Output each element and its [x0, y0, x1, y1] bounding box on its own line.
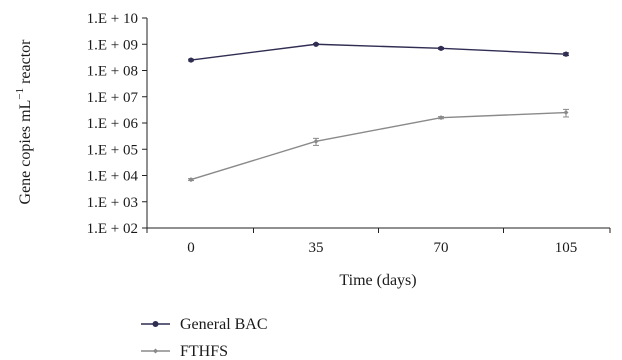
x-tick-label: 70 — [434, 240, 449, 256]
series-line-fthfs — [190, 111, 567, 181]
y-tick-label: 1.E + 06 — [87, 116, 139, 132]
data-point — [313, 41, 319, 47]
x-tick-label: 35 — [309, 240, 324, 256]
legend-label-fthfs: FTHFS — [180, 343, 228, 360]
y-tick-label: 1.E + 03 — [87, 195, 138, 211]
legend-item-fthfs: FTHFS — [141, 343, 228, 360]
y-tick-label: 1.E + 04 — [87, 169, 139, 185]
x-tick-label: 0 — [187, 240, 195, 256]
data-point — [438, 45, 444, 51]
x-tick-label: 105 — [555, 240, 578, 256]
y-tick-label: 1.E + 08 — [87, 64, 138, 80]
series-fthfs — [188, 108, 569, 183]
x-axis-title: Time (days) — [339, 272, 416, 289]
y-axis-title: Gene copies mL−1 reactor — [14, 39, 34, 205]
legend-marker-fthfs — [153, 348, 158, 354]
y-axis: 1.E + 02 1.E + 03 1.E + 04 1.E + 05 1.E + 06… — [87, 11, 148, 237]
data-point — [188, 177, 194, 183]
legend-marker-general-bac — [152, 321, 159, 327]
y-tick-label: 1.E + 07 — [87, 90, 139, 106]
series-line-general-bac — [190, 43, 567, 61]
y-tick-label: 1.E + 05 — [87, 142, 138, 158]
data-point — [188, 57, 194, 63]
y-tick-label: 1.E + 10 — [87, 11, 138, 27]
legend: General BAC FTHFS — [141, 316, 268, 360]
y-tick-label: 1.E + 02 — [87, 221, 138, 237]
series-layer — [188, 41, 569, 183]
data-point — [438, 115, 444, 121]
data-point — [563, 110, 569, 116]
data-point — [563, 51, 569, 57]
x-axis: 0 35 70 105 — [146, 227, 611, 256]
data-point — [313, 138, 319, 144]
series-general-bac — [188, 41, 569, 63]
legend-label-general-bac: General BAC — [180, 316, 268, 333]
y-tick-label: 1.E + 09 — [87, 37, 138, 53]
legend-item-general-bac: General BAC — [141, 316, 268, 333]
